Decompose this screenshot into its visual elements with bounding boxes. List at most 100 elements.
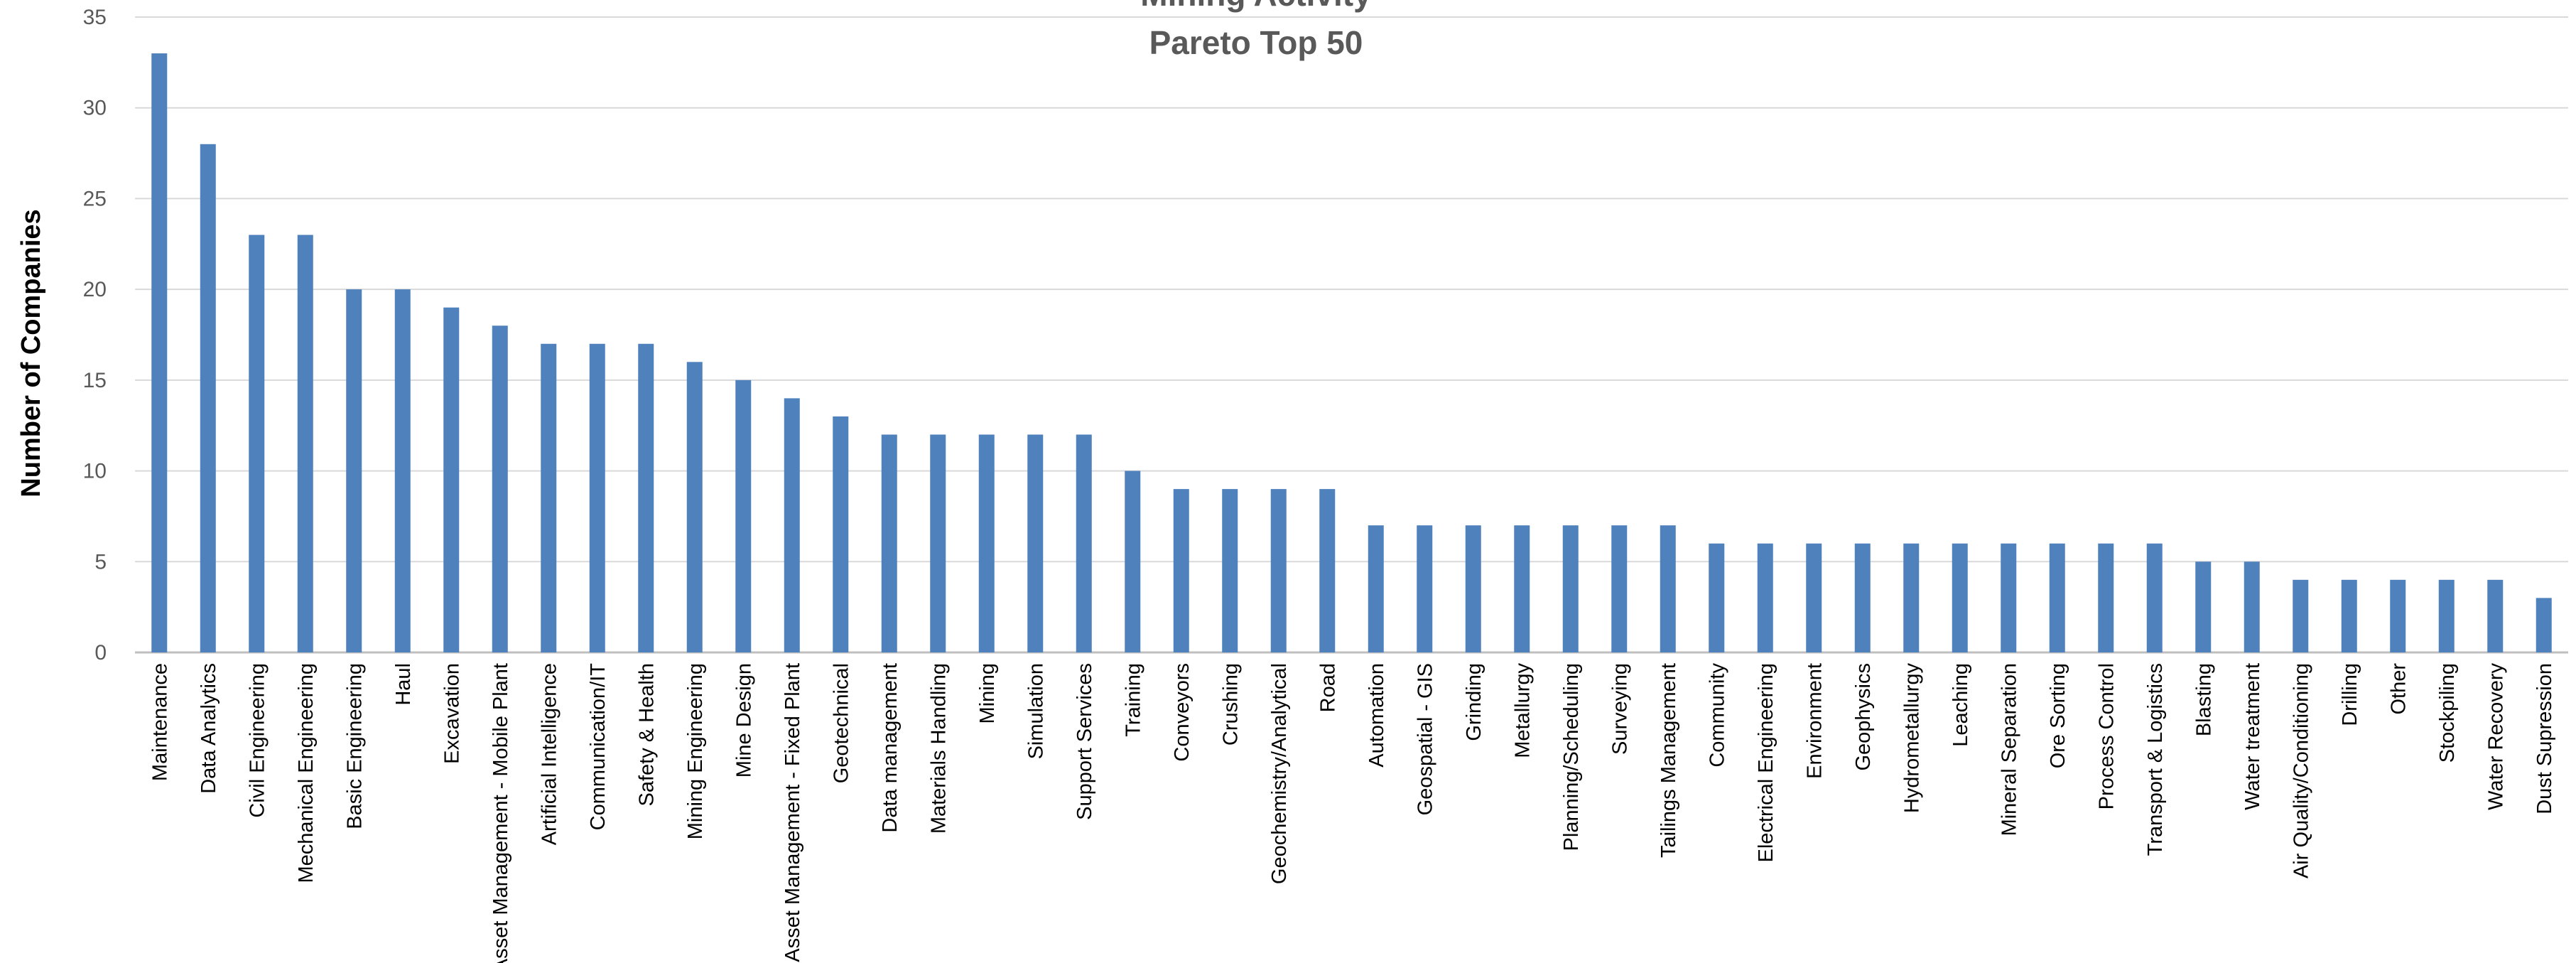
- bar: [2438, 579, 2455, 652]
- bar: [930, 434, 946, 652]
- x-tick-label: Mining Engineering: [684, 663, 707, 839]
- bar: [1514, 525, 1530, 652]
- x-tick-label: Stockpiling: [2436, 663, 2459, 763]
- bar: [784, 398, 800, 652]
- x-tick-label: Conveyors: [1171, 663, 1194, 762]
- bar: [686, 362, 703, 652]
- chart-subtitle: Pareto Top 50: [1149, 24, 1363, 61]
- bar: [735, 380, 752, 652]
- x-tick-label: Safety & Health: [635, 663, 658, 807]
- x-tick-label: Mineral Separation: [1998, 663, 2020, 836]
- x-tick-label: Haul: [392, 663, 415, 706]
- bar: [833, 416, 849, 652]
- x-tick-label: Geotechnical: [830, 663, 853, 783]
- bar: [1709, 543, 1725, 652]
- gridlines: [135, 16, 2568, 654]
- x-tick-label: Crushing: [1219, 663, 1242, 746]
- bar: [1562, 525, 1579, 652]
- x-tick-label: Communication/IT: [587, 663, 610, 831]
- x-tick-label: Geospatial - GIS: [1414, 663, 1436, 815]
- x-tick-label: Artificial Intelligence: [538, 663, 561, 845]
- bar: [1368, 525, 1384, 652]
- y-tick-label: 10: [83, 460, 107, 483]
- y-tick-label: 5: [94, 550, 107, 574]
- x-tick-label: Data Analytics: [197, 663, 220, 794]
- bar: [2536, 598, 2552, 652]
- bar: [1854, 543, 1871, 652]
- bar: [2487, 579, 2504, 652]
- x-tick-label: Ore Sorting: [2047, 663, 2069, 768]
- bar: [1270, 489, 1287, 652]
- x-tick-label: Environment: [1803, 663, 1826, 779]
- x-tick-label: Leaching: [1949, 663, 1972, 747]
- x-tick-label: Grinding: [1463, 663, 1485, 741]
- bar: [249, 235, 265, 652]
- bar: [1660, 525, 1676, 652]
- x-tick-label: Drilling: [2339, 663, 2361, 726]
- x-tick-label: Community: [1706, 663, 1728, 768]
- x-tick-label: Road: [1316, 663, 1339, 712]
- y-tick-label: 0: [94, 641, 107, 665]
- bar: [1611, 525, 1628, 652]
- bar: [2293, 579, 2309, 652]
- bar: [881, 434, 897, 652]
- x-tick-label: Basic Engineering: [343, 663, 366, 829]
- x-tick-label: Tailings Management: [1657, 663, 1680, 858]
- x-tick-label: Support Services: [1073, 663, 1096, 820]
- bar: [394, 289, 411, 652]
- bar: [1952, 543, 1968, 652]
- x-tick-label: Blasting: [2192, 663, 2215, 736]
- bar: [297, 235, 313, 652]
- x-tick-label: Other: [2387, 663, 2410, 715]
- x-tick-label: Hydrometallurgy: [1900, 663, 1923, 814]
- bar: [638, 343, 654, 652]
- x-tick-label: Planning/Scheduling: [1560, 663, 1583, 851]
- bar: [2001, 543, 2017, 652]
- x-tick-label: Automation: [1365, 663, 1388, 768]
- y-tick-label: 25: [83, 187, 107, 210]
- x-tick-label: Asset Management - Mobile Plant: [489, 663, 512, 963]
- x-tick-label: Mining: [976, 663, 999, 723]
- x-tick-label: Simulation: [1024, 663, 1047, 759]
- bar: [346, 289, 362, 652]
- bar: [589, 343, 605, 652]
- x-tick-label: Excavation: [440, 663, 463, 764]
- x-tick-label: Data management: [879, 663, 902, 833]
- y-tick-label: 30: [83, 97, 107, 120]
- bar: [2049, 543, 2065, 652]
- bar: [2390, 579, 2406, 652]
- bar: [2146, 543, 2163, 652]
- bar: [1757, 543, 1773, 652]
- bar: [443, 307, 460, 652]
- bar: [1027, 434, 1044, 652]
- x-tick-label: Electrical Engineering: [1755, 663, 1777, 862]
- x-tick-label: Maintenance: [148, 663, 171, 781]
- y-axis-ticks: 0 5 10 15 20 25 30 35: [83, 6, 107, 665]
- bar: [2244, 561, 2260, 652]
- x-tick-label: Surveying: [1608, 663, 1631, 755]
- bar: [151, 53, 168, 653]
- bar: [2195, 561, 2212, 652]
- bar: [2098, 543, 2114, 652]
- x-tick-label: Materials Handling: [927, 663, 950, 834]
- bar: [1319, 489, 1336, 652]
- x-axis-ticks: Maintenance Data Analytics Civil Engineeri…: [148, 663, 2556, 963]
- y-tick-label: 15: [83, 369, 107, 392]
- x-tick-label: Water treatment: [2241, 663, 2264, 810]
- bar: [1222, 489, 1238, 652]
- x-tick-label: Water Recovery: [2484, 663, 2507, 810]
- bar: [1903, 543, 1920, 652]
- x-tick-label: Mechanical Engineering: [295, 663, 318, 883]
- bar: [492, 326, 508, 652]
- y-axis-label: Number of Companies: [16, 209, 46, 497]
- bars: [151, 53, 2552, 653]
- x-tick-label: Geochemistry/Analytical: [1268, 663, 1291, 884]
- x-tick-label: Process Control: [2095, 663, 2118, 809]
- bar: [541, 343, 557, 652]
- y-tick-label: 35: [83, 6, 107, 29]
- bar: [978, 434, 995, 652]
- x-tick-label: Geophysics: [1852, 663, 1875, 771]
- y-tick-label: 20: [83, 278, 107, 301]
- bar: [1417, 525, 1433, 652]
